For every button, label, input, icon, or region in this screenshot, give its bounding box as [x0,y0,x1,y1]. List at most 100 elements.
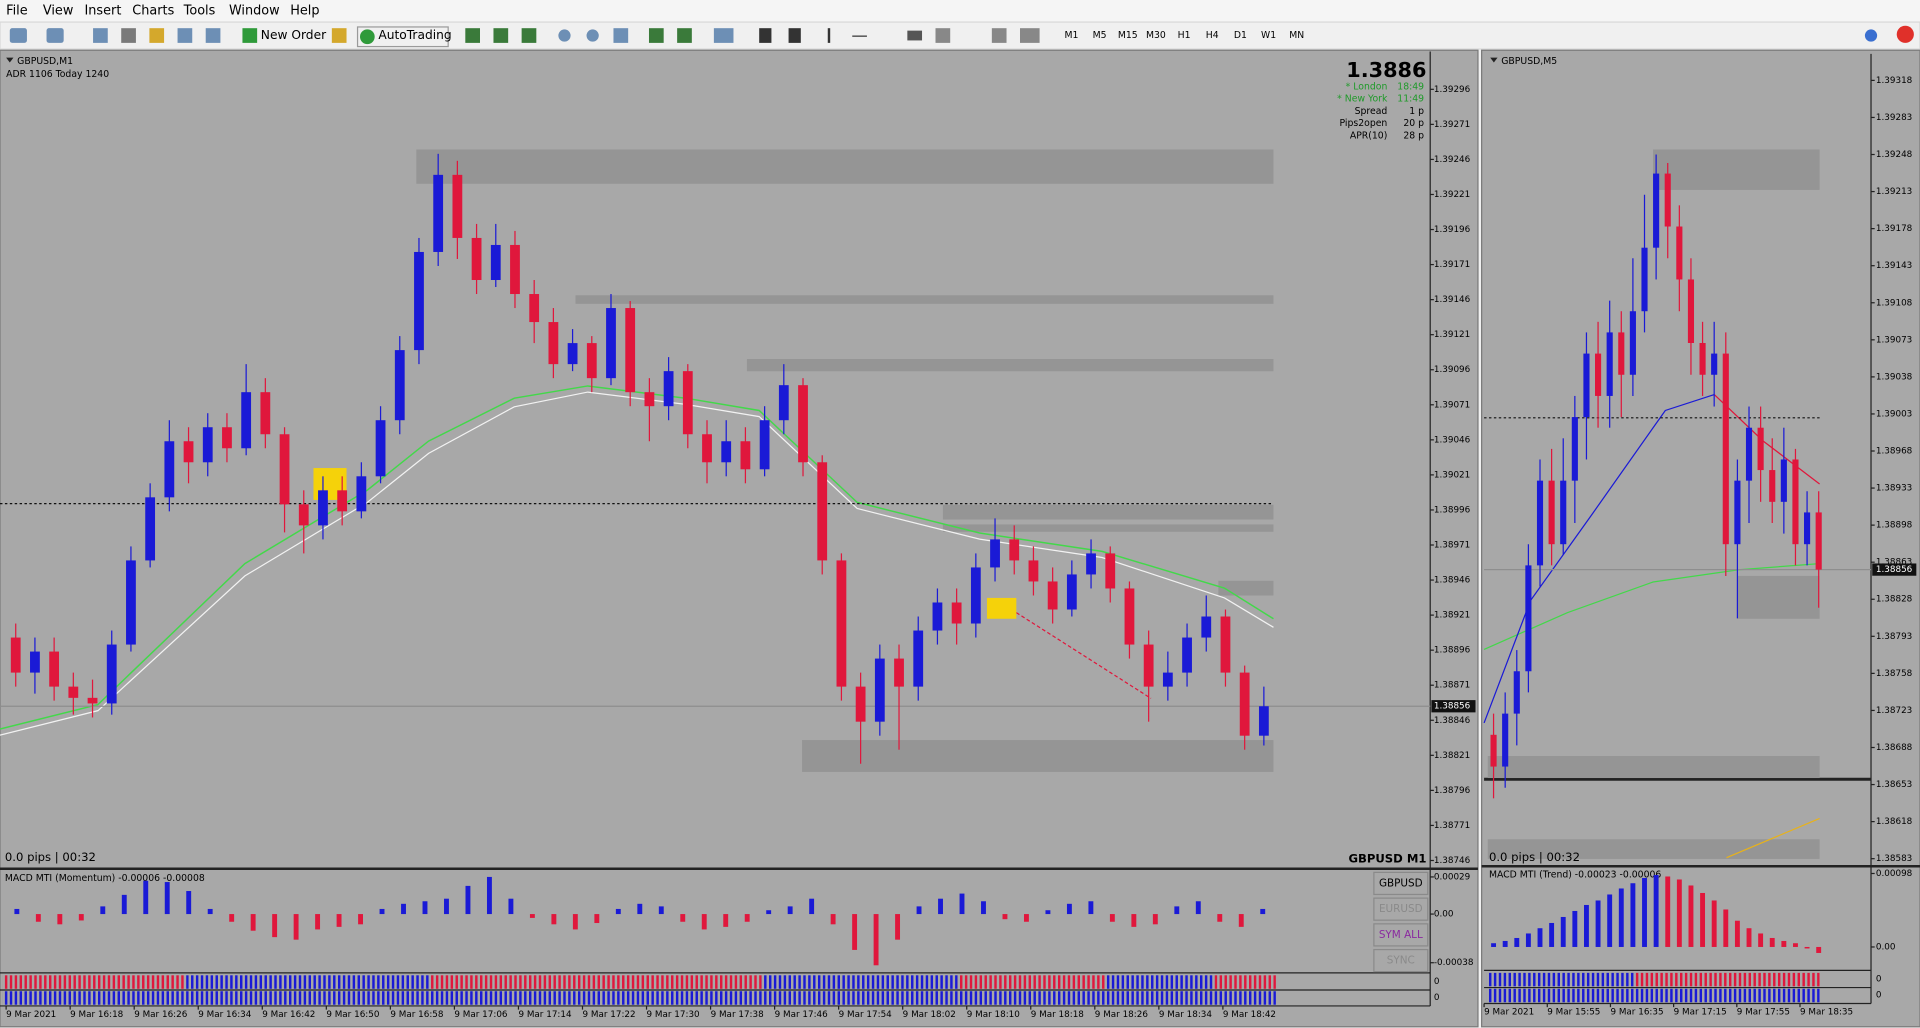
macd-bar [1525,933,1531,947]
timeframe-button[interactable]: M30 [1146,30,1166,41]
macd-bar [1781,940,1787,947]
candle-body [298,504,309,526]
timeframe-button[interactable]: H4 [1206,30,1219,41]
candle-body [145,497,156,561]
sym-button[interactable] [1373,923,1429,947]
menu-item[interactable]: Help [290,4,319,19]
candle-body [68,686,79,698]
strip-label: 0 [1876,974,1882,984]
candle-body [1804,512,1811,545]
y-tick-label: 0.00 [1434,910,1454,920]
macd-bar [1688,885,1694,947]
y-tick-label: 1.39108 [1876,298,1912,308]
macd-bar [1584,904,1589,947]
macd-bar [444,898,449,915]
menu-item[interactable]: View [43,4,74,19]
indicator-lines [0,385,1820,859]
candle-body [1105,553,1116,589]
chart-window [1481,49,1920,1028]
timeframe-button[interactable]: W1 [1261,30,1276,41]
y-tick-label: 1.38821 [1434,751,1470,761]
macd-bar [1700,892,1706,947]
macd-bar [1502,940,1508,947]
timeframe-button[interactable]: M5 [1093,30,1107,41]
candle-body [1066,574,1077,610]
y-tick-label: 1.39196 [1434,225,1471,235]
stat-value: 1 p [1409,106,1424,117]
candle-body [30,651,40,673]
candle-body [1548,480,1555,545]
macd-bar [486,876,492,915]
menu-item[interactable]: Charts [132,4,174,19]
collapse-arrow [1490,57,1498,63]
timeframe-button[interactable]: MN [1289,30,1304,41]
candle-body [1182,637,1192,673]
price-big: 1.3886 [1346,58,1426,82]
timeframe-button[interactable]: M15 [1118,30,1138,41]
status-text: 0.0 pips | 00:32 [5,850,96,865]
y-tick-label: 1.39071 [1434,400,1470,410]
new-order-button[interactable]: New Order [261,28,327,42]
window-frames [0,51,1920,1007]
y-tick-label: 1.39318 [1876,76,1912,86]
macd-bar [1595,900,1601,947]
candle-body [990,539,1000,568]
x-tick-label: 9 Mar 2021 [6,1010,56,1020]
autotrading-button[interactable]: AutoTrading [378,28,451,42]
y-tick-label: 1.38996 [1434,505,1471,515]
macd-label: MACD MTI (Momentum) -0.00006 -0.00008 [5,873,205,884]
candle-body [202,427,213,463]
sym-button[interactable] [1373,897,1429,921]
chart-title: GBPUSD,M5 [1501,56,1557,67]
candle-body [1722,353,1729,545]
sym-button-label[interactable]: GBPUSD [1379,877,1423,889]
menu-item[interactable]: Window [229,4,280,19]
timeframe-button[interactable]: H1 [1178,30,1191,41]
candle-body [1641,247,1648,312]
macd-bar [658,906,664,915]
candle-body [1124,588,1135,645]
macd-bar [1734,920,1740,947]
candle-body [836,560,847,687]
candle-body [855,686,866,722]
timeframe-button[interactable]: D1 [1234,30,1247,41]
macd-bar [229,914,235,922]
candle-body [874,658,885,722]
macd-bar [250,914,256,931]
macd-bar [1665,876,1671,947]
macd-bar [1238,914,1244,927]
macd-bar [1549,922,1555,947]
y-tick-label: 1.39213 [1876,187,1912,197]
menu-item[interactable]: File [6,4,28,19]
y-tick-label: 1.38933 [1876,484,1912,494]
macd-bar [1723,909,1729,947]
menu-item[interactable]: Insert [84,4,121,19]
session-time: 18:49 [1397,81,1424,92]
candle-body [606,308,616,379]
candle-body [356,476,367,512]
stat-name: Pips2open [1340,118,1388,129]
y-tick-label: 1.38771 [1434,821,1470,831]
candle-body [1780,459,1787,502]
session-name: * New York [1337,94,1388,105]
macd-bar [572,914,578,930]
adr-text: ADR 1106 Today 1240 [6,69,109,80]
candle-body [1583,353,1590,418]
candle-body [490,244,501,281]
macd-bar [1217,914,1223,922]
menu-item[interactable]: Tools [183,4,216,19]
y-tick-label: 1.38688 [1876,743,1912,753]
macd-bar [1758,933,1764,947]
macd-bar [680,914,686,922]
x-tick-label: 9 Mar 17:46 [775,1010,829,1020]
sym-button-label[interactable]: SYM ALL [1379,929,1423,941]
sym-button[interactable] [1373,871,1429,896]
x-tick-label: 9 Mar 17:22 [582,1010,635,1020]
sym-button-label[interactable]: EURUSD [1379,903,1423,915]
macd-bar [1572,910,1578,947]
timeframe-button[interactable]: M1 [1064,30,1078,41]
candle-body [279,434,290,505]
sym-button[interactable] [1373,948,1429,973]
y-tick-label: 1.38746 [1434,856,1471,866]
sym-button-label[interactable]: SYNC [1387,955,1415,967]
